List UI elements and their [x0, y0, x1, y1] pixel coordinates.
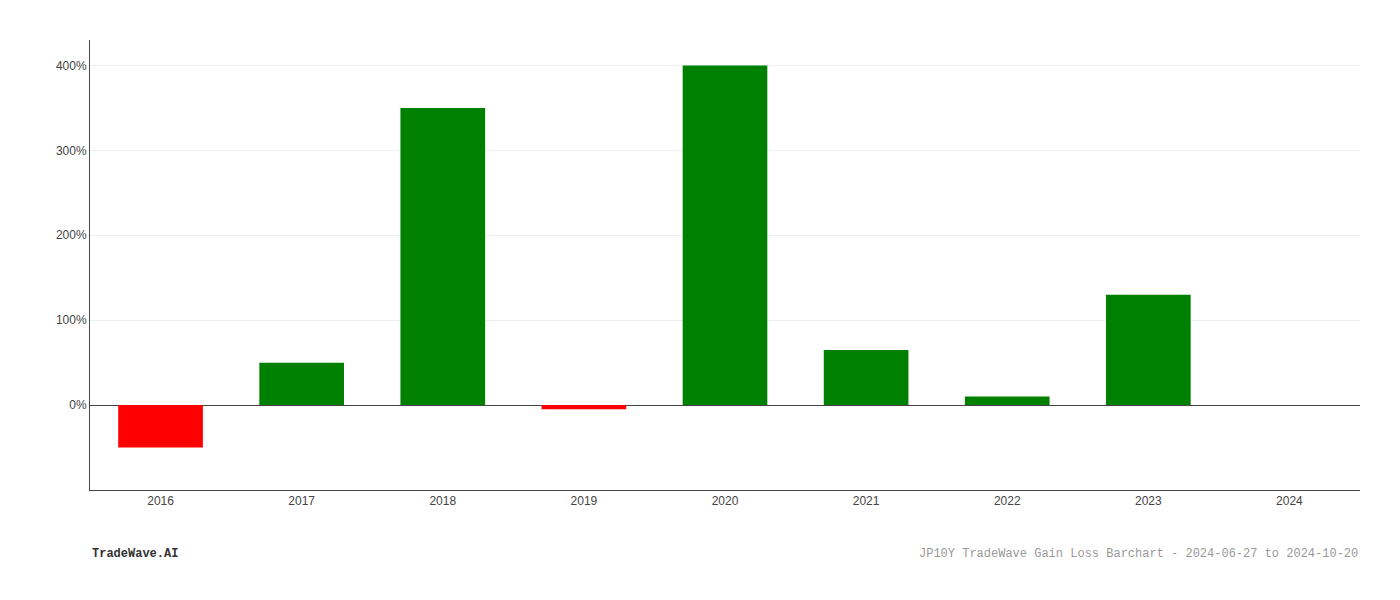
svg-text:2016: 2016 [147, 494, 174, 508]
svg-text:2017: 2017 [288, 494, 315, 508]
svg-text:TradeWave.AI: TradeWave.AI [92, 547, 178, 561]
svg-text:0%: 0% [69, 398, 87, 412]
svg-text:300%: 300% [56, 144, 87, 158]
svg-text:JP10Y TradeWave Gain Loss Barc: JP10Y TradeWave Gain Loss Barchart - 202… [919, 547, 1358, 561]
svg-text:2021: 2021 [853, 494, 880, 508]
svg-text:2018: 2018 [429, 494, 456, 508]
svg-text:2022: 2022 [994, 494, 1021, 508]
svg-text:2024: 2024 [1276, 494, 1303, 508]
svg-text:2020: 2020 [712, 494, 739, 508]
svg-text:2023: 2023 [1135, 494, 1162, 508]
svg-text:2019: 2019 [571, 494, 598, 508]
svg-text:100%: 100% [56, 313, 87, 327]
svg-text:200%: 200% [56, 228, 87, 242]
svg-text:400%: 400% [56, 59, 87, 73]
